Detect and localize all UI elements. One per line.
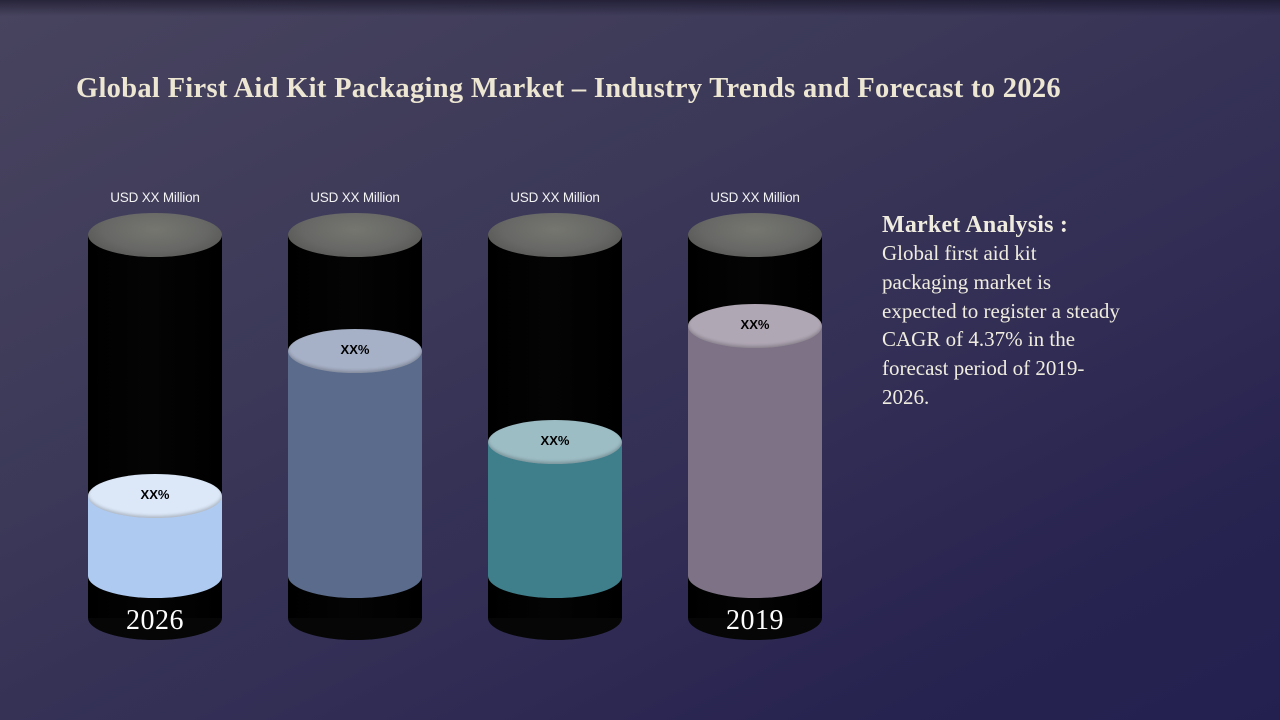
cylinder-top-cap: [688, 213, 822, 257]
analysis-line: Global first aid kit: [882, 241, 1037, 265]
market-analysis-heading: Market Analysis :: [882, 212, 1069, 238]
fill-top-cap: [88, 474, 222, 518]
fill-percent-label: XX%: [740, 317, 770, 332]
cylinder-top-cap: [488, 213, 622, 257]
fill-percent-label: XX%: [540, 433, 570, 448]
page-title: Global First Aid Kit Packaging Market – …: [76, 73, 1061, 104]
analysis-line: 2026.: [882, 384, 930, 409]
analysis-line: packaging market is: [882, 269, 1052, 294]
fill-top-cap: [688, 304, 822, 348]
bar-value-label: USD XX Million: [710, 190, 800, 205]
year-label: 2026: [126, 605, 184, 636]
fill-segment: [488, 442, 622, 576]
bar-value-label: USD XX Million: [510, 190, 600, 205]
market-analysis-panel: Market Analysis : Global first aid kit p…: [882, 212, 1194, 412]
fill-segment: [288, 351, 422, 576]
analysis-line: expected to register a steady: [882, 298, 1120, 323]
cylinder-top-cap: [88, 213, 222, 257]
fill-segment: [688, 326, 822, 576]
fill-percent-label: XX%: [340, 342, 370, 357]
fill-percent-label: XX%: [140, 487, 170, 502]
fill-top-cap: [288, 329, 422, 373]
cylinder-top-cap: [288, 213, 422, 257]
bar-value-label: USD XX Million: [110, 190, 200, 205]
analysis-line: forecast period of 2019-: [882, 356, 1085, 381]
year-label: 2019: [726, 605, 784, 636]
bar-value-label: USD XX Million: [310, 190, 400, 205]
fill-top-cap: [488, 420, 622, 464]
analysis-line: CAGR of 4.37% in the: [882, 327, 1076, 352]
